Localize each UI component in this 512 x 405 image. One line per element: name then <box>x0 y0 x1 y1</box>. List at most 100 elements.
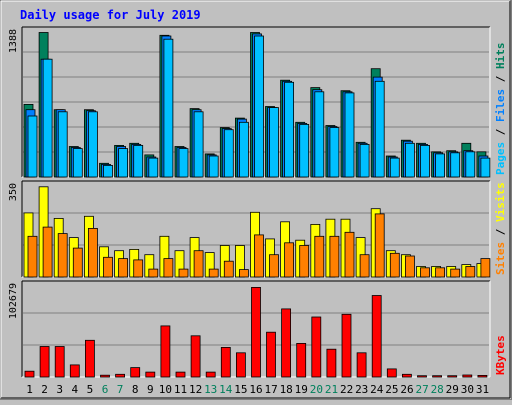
bar-sites-day-12 <box>193 250 204 278</box>
bar-kbytes-day-13 <box>205 371 216 378</box>
bar-kbytes-day-24 <box>371 295 382 378</box>
bar-sites-day-11 <box>178 268 189 278</box>
day-label-8: 8 <box>132 383 139 396</box>
day-label-25: 25 <box>385 383 398 396</box>
label-files: Files <box>494 89 507 122</box>
label-separator: / <box>494 122 507 142</box>
bar-sites-day-27 <box>420 267 430 278</box>
day-label-28: 28 <box>431 383 444 396</box>
bar-pages-day-4 <box>72 148 83 178</box>
day-label-27: 27 <box>415 383 428 396</box>
label-pages: Pages <box>494 142 507 175</box>
bar-sites-day-23 <box>359 254 370 278</box>
bar-pages-day-18 <box>284 81 295 178</box>
bar-sites-day-17 <box>269 254 279 278</box>
series-axis-label: KBytes <box>494 335 507 375</box>
bar-sites-day-19 <box>299 245 310 278</box>
bar-pages-day-13 <box>208 155 219 178</box>
day-label-3: 3 <box>56 383 63 396</box>
bar-kbytes-day-4 <box>69 364 80 378</box>
bar-pages-day-29 <box>450 152 461 178</box>
bar-pages-day-7 <box>118 148 128 178</box>
bar-kbytes-day-2 <box>39 346 50 378</box>
bar-kbytes-day-31 <box>477 374 488 378</box>
bar-pages-day-12 <box>193 111 204 178</box>
label-separator: / <box>494 222 507 242</box>
bar-sites-day-10 <box>163 258 174 278</box>
bar-kbytes-day-11 <box>175 371 186 378</box>
day-label-15: 15 <box>234 383 247 396</box>
bar-kbytes-day-9 <box>145 371 156 378</box>
bar-kbytes-day-16 <box>251 286 261 378</box>
bar-kbytes-day-20 <box>311 316 322 378</box>
bar-kbytes-day-25 <box>386 368 397 378</box>
day-label-17: 17 <box>264 383 277 396</box>
bar-pages-day-17 <box>269 107 279 178</box>
bar-sites-day-7 <box>118 258 128 278</box>
bar-sites-day-20 <box>314 235 325 278</box>
panel-kbytes: 102679 KBytes <box>8 280 507 378</box>
bar-sites-day-22 <box>344 231 355 278</box>
bar-kbytes-day-30 <box>462 374 473 378</box>
bar-kbytes-day-8 <box>130 367 141 378</box>
day-label-21: 21 <box>325 383 338 396</box>
bar-pages-day-8 <box>133 144 144 178</box>
bar-kbytes-day-3 <box>54 346 65 378</box>
label-separator: / <box>494 69 507 89</box>
day-label-12: 12 <box>189 383 202 396</box>
bar-sites-day-30 <box>465 266 476 278</box>
bar-kbytes-day-12 <box>190 335 201 378</box>
bar-pages-day-27 <box>420 144 430 178</box>
bar-kbytes-day-7 <box>115 373 125 378</box>
day-label-22: 22 <box>340 383 353 396</box>
bar-pages-day-24 <box>374 80 385 178</box>
day-label-4: 4 <box>71 383 78 396</box>
bar-pages-day-22 <box>344 92 355 178</box>
day-label-23: 23 <box>355 383 368 396</box>
bar-sites-day-5 <box>88 227 98 278</box>
day-labels: 1 2 3 4 5 6 7 8 9 10 11 12 13 14 15 16 17 18 19 20 21 22 23 24 2… <box>26 383 489 396</box>
bar-sites-day-6 <box>103 256 113 278</box>
bar-kbytes-day-14 <box>220 346 231 378</box>
bar-sites-day-28 <box>435 267 446 278</box>
label-hits: Hits <box>494 43 507 70</box>
bar-pages-day-3 <box>57 111 68 178</box>
day-label-31: 31 <box>476 383 489 396</box>
bar-pages-day-1 <box>27 115 38 178</box>
bar-kbytes-day-22 <box>341 313 352 378</box>
bar-pages-day-16 <box>254 35 264 178</box>
bar-sites-day-18 <box>284 242 295 278</box>
label-kbytes: KBytes <box>494 335 507 375</box>
day-label-24: 24 <box>370 383 384 396</box>
series-axis-label: Sites / Visits <box>494 182 507 275</box>
bar-kbytes-day-10 <box>160 325 171 378</box>
label-visits: Visits <box>494 182 507 222</box>
bar-kbytes-day-28 <box>432 375 443 378</box>
bar-pages-day-19 <box>299 124 310 178</box>
bar-kbytes-day-17 <box>266 331 276 378</box>
bar-pages-day-28 <box>435 153 446 178</box>
day-label-5: 5 <box>87 383 94 396</box>
day-label-14: 14 <box>219 383 233 396</box>
day-label-7: 7 <box>117 383 124 396</box>
day-label-29: 29 <box>446 383 459 396</box>
bar-pages-day-31 <box>480 157 491 178</box>
day-label-1: 1 <box>26 383 33 396</box>
bar-pages-day-26 <box>404 142 415 178</box>
bar-pages-day-5 <box>88 111 98 178</box>
panel-sites-visits: 350 Sites / Visits <box>8 180 507 278</box>
bar-sites-day-21 <box>329 235 340 278</box>
bar-pages-day-21 <box>329 127 340 178</box>
bar-sites-day-13 <box>208 268 219 278</box>
bar-pages-day-30 <box>465 151 476 178</box>
series-axis-label: Pages / Files / Hits <box>494 43 507 176</box>
bar-sites-day-2 <box>42 226 53 278</box>
bar-kbytes-day-18 <box>281 308 292 378</box>
bar-sites-day-26 <box>404 255 415 278</box>
bar-kbytes-day-6 <box>100 374 110 378</box>
day-label-30: 30 <box>461 383 474 396</box>
bar-pages-day-2 <box>42 58 53 178</box>
day-label-16: 16 <box>249 383 262 396</box>
